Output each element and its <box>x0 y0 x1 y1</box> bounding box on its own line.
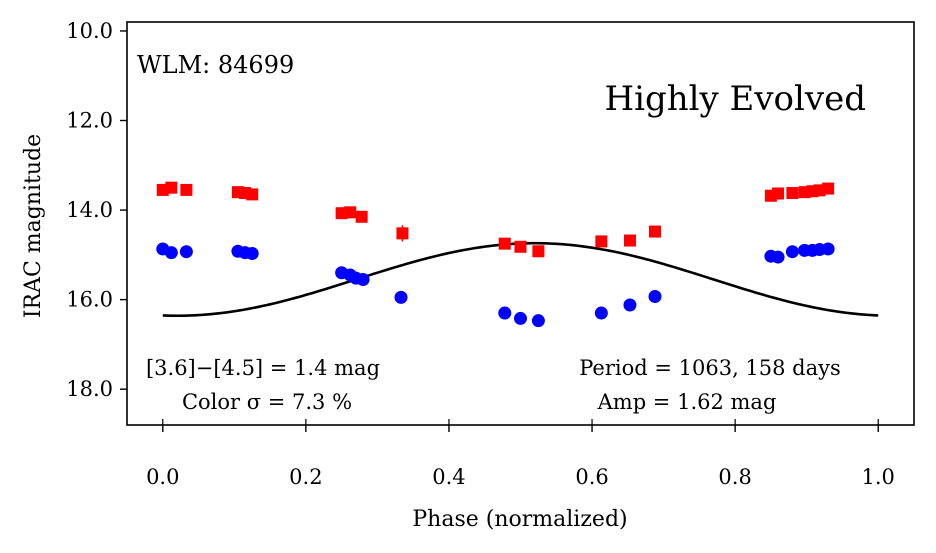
x-tick-label: 0.2 <box>289 465 322 489</box>
x-tick-label: 0.8 <box>718 465 751 489</box>
data-point-45 <box>514 240 527 253</box>
data-point-45 <box>180 183 193 196</box>
data-point-36 <box>356 272 370 286</box>
classification-label: Highly Evolved <box>604 79 866 119</box>
y-tick-label: 16.0 <box>66 288 113 312</box>
data-point-36 <box>821 242 835 256</box>
data-point-45 <box>532 245 545 258</box>
data-point-45 <box>595 235 608 248</box>
x-tick-label: 0.4 <box>432 465 465 489</box>
data-point-45 <box>165 181 178 194</box>
data-point-36 <box>785 245 799 259</box>
y-axis-label: IRAC magnitude <box>21 134 46 318</box>
data-point-45 <box>786 187 799 200</box>
data-point-36 <box>771 250 785 264</box>
chart-axes: 0.0 0.2 0.4 0.6 0.8 1.0 10.0 12.0 14.0 16.0 18.0 <box>66 19 895 489</box>
data-point-36 <box>164 246 178 260</box>
plot-frame <box>126 21 915 426</box>
y-tick-label: 14.0 <box>66 198 113 222</box>
data-point-45 <box>344 206 357 219</box>
data-point-36 <box>245 247 259 261</box>
color-sigma-label: Color σ = 7.3 % <box>182 390 352 414</box>
x-tick-label: 0.6 <box>575 465 608 489</box>
data-point-45 <box>772 187 785 200</box>
x-tick-label: 0.0 <box>146 465 179 489</box>
data-point-36 <box>648 289 662 303</box>
star-id-label: WLM: 84699 <box>137 51 294 79</box>
chart-marks <box>156 181 879 328</box>
data-point-36 <box>623 298 637 312</box>
period-label: Period = 1063, 158 days <box>579 356 841 380</box>
y-tick-label: 10.0 <box>66 19 113 43</box>
x-axis-label: Phase (normalized) <box>412 507 627 532</box>
data-point-45 <box>246 188 259 201</box>
data-point-36 <box>531 314 545 328</box>
data-point-45 <box>822 182 835 195</box>
amplitude-label: Amp = 1.62 mag <box>597 390 777 414</box>
y-tick-label: 18.0 <box>66 377 113 401</box>
data-point-45 <box>649 225 662 238</box>
data-point-45 <box>623 234 636 247</box>
y-tick-label: 12.0 <box>66 109 113 133</box>
data-point-36 <box>179 245 193 259</box>
x-tick-label: 1.0 <box>862 465 895 489</box>
data-point-45 <box>355 210 368 223</box>
data-point-36 <box>498 306 512 320</box>
data-point-36 <box>514 311 527 325</box>
data-point-45 <box>396 227 409 240</box>
data-point-36 <box>594 306 608 320</box>
data-point-36 <box>394 290 408 304</box>
color-index-label: [3.6]−[4.5] = 1.4 mag <box>146 356 380 380</box>
data-point-45 <box>498 237 511 250</box>
